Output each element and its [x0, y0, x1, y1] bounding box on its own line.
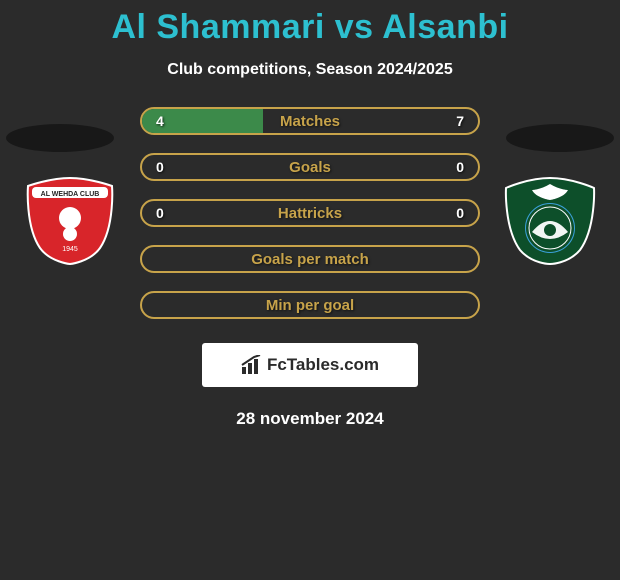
shadow-left	[6, 124, 114, 152]
stat-label: Matches	[280, 113, 340, 130]
stat-label: Hattricks	[278, 205, 342, 222]
stat-value-right: 0	[456, 159, 464, 175]
stat-row: 0 0 Goals	[140, 153, 480, 181]
stats-container: 4 7 Matches 0 0 Goals 0 0 Hattricks Goals per mat…	[140, 107, 480, 319]
title-player1: Al Shammari	[111, 8, 324, 46]
stat-label: Min per goal	[266, 297, 354, 314]
title-vs: vs	[325, 8, 382, 46]
title-player2: Alsanbi	[382, 8, 508, 46]
date-line: 28 november 2024	[0, 409, 620, 429]
page-title: Al Shammari vs Alsanbi	[0, 0, 620, 47]
team-badge-left: AL WEHDA CLUB 1945	[20, 176, 120, 266]
stat-label: Goals	[289, 159, 331, 176]
stat-value-left: 0	[156, 159, 164, 175]
stat-value-left: 4	[156, 113, 164, 129]
team-badge-right	[500, 176, 600, 266]
subtitle: Club competitions, Season 2024/2025	[0, 61, 620, 79]
watermark-text: FcTables.com	[267, 355, 379, 375]
watermark: FcTables.com	[202, 343, 418, 387]
shadow-right	[506, 124, 614, 152]
shield-icon	[500, 176, 600, 266]
stat-value-right: 7	[456, 113, 464, 129]
stat-value-right: 0	[456, 205, 464, 221]
stat-value-left: 0	[156, 205, 164, 221]
stat-row: Goals per match	[140, 245, 480, 273]
stat-row: 4 7 Matches	[140, 107, 480, 135]
stat-row: Min per goal	[140, 291, 480, 319]
stat-row: 0 0 Hattricks	[140, 199, 480, 227]
svg-text:1945: 1945	[62, 246, 78, 253]
svg-text:AL WEHDA CLUB: AL WEHDA CLUB	[41, 191, 100, 198]
shield-icon: AL WEHDA CLUB 1945	[20, 176, 120, 266]
stat-label: Goals per match	[251, 251, 369, 268]
chart-icon	[241, 355, 263, 375]
